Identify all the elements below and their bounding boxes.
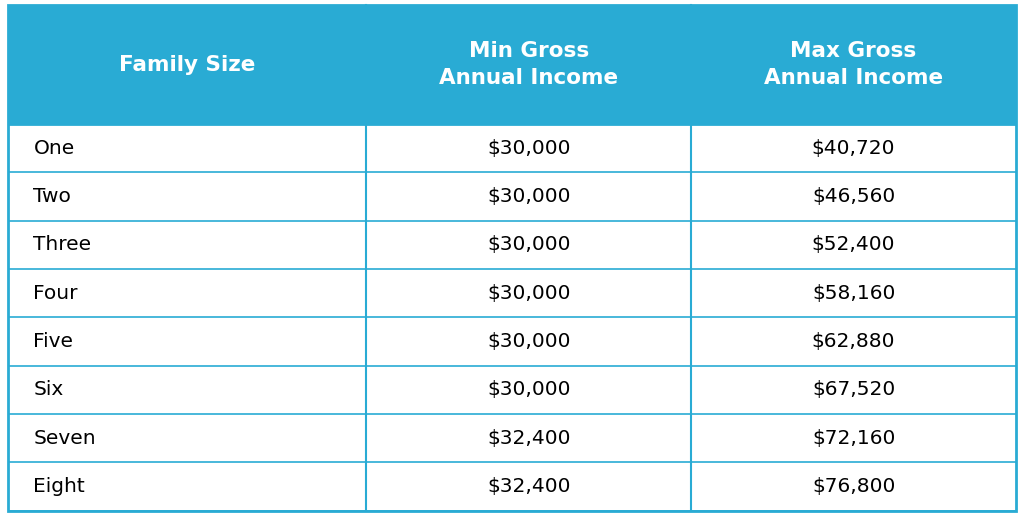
Bar bbox=[8, 269, 366, 317]
Bar bbox=[366, 269, 691, 317]
Text: One: One bbox=[34, 139, 75, 158]
Text: $52,400: $52,400 bbox=[812, 235, 895, 254]
Text: Two: Two bbox=[34, 187, 72, 206]
Bar bbox=[691, 124, 1016, 172]
Text: Min Gross
Annual Income: Min Gross Annual Income bbox=[439, 41, 618, 88]
Text: $40,720: $40,720 bbox=[812, 139, 895, 158]
Text: Seven: Seven bbox=[34, 429, 96, 448]
Bar bbox=[691, 269, 1016, 317]
Bar bbox=[8, 221, 366, 269]
Text: Family Size: Family Size bbox=[119, 55, 255, 75]
Text: Six: Six bbox=[34, 380, 63, 399]
Text: $67,520: $67,520 bbox=[812, 380, 895, 399]
Bar bbox=[8, 317, 366, 366]
Text: $30,000: $30,000 bbox=[486, 284, 570, 303]
Text: $58,160: $58,160 bbox=[812, 284, 895, 303]
Text: Max Gross
Annual Income: Max Gross Annual Income bbox=[764, 41, 943, 88]
Bar bbox=[366, 124, 691, 172]
Bar bbox=[366, 414, 691, 462]
Text: $30,000: $30,000 bbox=[486, 187, 570, 206]
Bar bbox=[691, 414, 1016, 462]
Bar bbox=[691, 366, 1016, 414]
Bar bbox=[366, 5, 691, 124]
Bar bbox=[8, 414, 366, 462]
Bar bbox=[366, 221, 691, 269]
Bar bbox=[366, 317, 691, 366]
Bar bbox=[366, 366, 691, 414]
Text: Four: Four bbox=[34, 284, 78, 303]
Bar bbox=[691, 317, 1016, 366]
Text: $76,800: $76,800 bbox=[812, 477, 895, 496]
Text: Five: Five bbox=[34, 332, 74, 351]
Bar bbox=[691, 5, 1016, 124]
Bar bbox=[691, 221, 1016, 269]
Text: $30,000: $30,000 bbox=[486, 380, 570, 399]
Bar bbox=[691, 172, 1016, 221]
Text: $30,000: $30,000 bbox=[486, 332, 570, 351]
Bar bbox=[366, 462, 691, 511]
Bar bbox=[366, 172, 691, 221]
Text: Three: Three bbox=[34, 235, 91, 254]
Text: Eight: Eight bbox=[34, 477, 85, 496]
Bar bbox=[8, 366, 366, 414]
Bar bbox=[8, 5, 366, 124]
Text: $72,160: $72,160 bbox=[812, 429, 895, 448]
Bar bbox=[8, 172, 366, 221]
Bar bbox=[8, 462, 366, 511]
Bar bbox=[691, 462, 1016, 511]
Text: $32,400: $32,400 bbox=[486, 429, 570, 448]
Text: $62,880: $62,880 bbox=[812, 332, 895, 351]
Text: $30,000: $30,000 bbox=[486, 235, 570, 254]
Bar bbox=[8, 124, 366, 172]
Text: $46,560: $46,560 bbox=[812, 187, 895, 206]
Text: $32,400: $32,400 bbox=[486, 477, 570, 496]
Text: $30,000: $30,000 bbox=[486, 139, 570, 158]
